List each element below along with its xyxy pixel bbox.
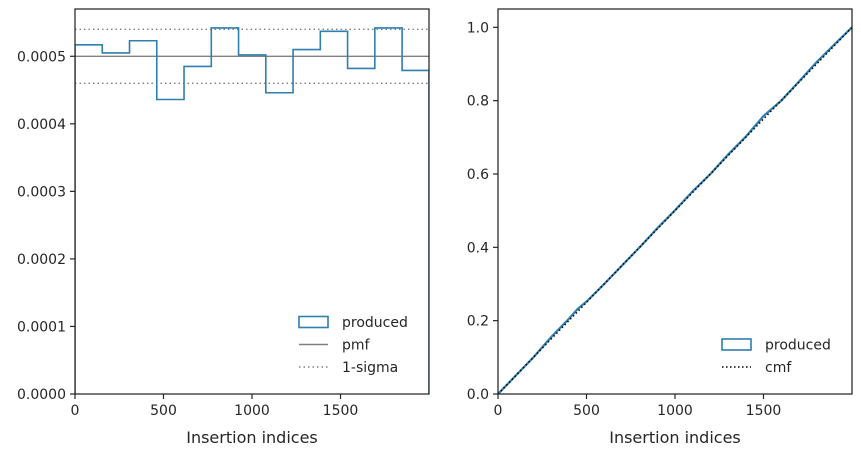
x-tick-label: 0 (494, 403, 503, 419)
legend-label-1-sigma: 1-sigma (342, 360, 398, 376)
y-tick-label: 0.0002 (17, 252, 66, 268)
y-tick-label: 0.0004 (17, 117, 66, 133)
y-tick-label: 0.0005 (17, 49, 66, 65)
y-tick-label: 0.2 (467, 314, 489, 330)
legend-label-pmf: pmf (342, 338, 371, 354)
legend-label-cmf: cmf (765, 360, 792, 376)
x-axis-label: Insertion indices (186, 428, 318, 447)
x-tick-label: 1500 (746, 403, 782, 419)
x-tick-label: 1000 (234, 403, 270, 419)
y-tick-label: 0.0001 (17, 319, 66, 335)
plot-frame (74, 8, 430, 395)
x-tick-label: 1500 (323, 403, 359, 419)
chart-panel-1: 0 500 1000 1500 0.0000 0.0001 0.0002 0.0003 0.00… (17, 8, 430, 447)
y-tick-label: 0.4 (467, 240, 489, 256)
legend: produced cmf (721, 338, 831, 376)
y-tick-label: 1.0 (467, 20, 489, 36)
x-tick-label: 500 (150, 403, 177, 419)
x-tick-label: 1000 (657, 403, 693, 419)
x-tick-label: 500 (573, 403, 600, 419)
y-tick-label: 0.8 (467, 94, 489, 110)
legend-label-produced: produced (765, 338, 831, 354)
legend-label-produced: produced (342, 315, 408, 331)
produced-histogram (75, 27, 429, 394)
plot-area (75, 27, 429, 394)
legend-swatch-produced (721, 338, 752, 351)
y-tick-label: 0.6 (467, 167, 489, 183)
legend-swatch-produced (298, 315, 329, 329)
chart-panel-2: 0 500 1000 1500 0.0 0.2 0.4 0.6 0.8 1.0 Insertion … (467, 8, 853, 447)
x-tick-label: 0 (71, 403, 80, 419)
plot-area (498, 26, 852, 394)
legend: produced pmf 1-sigma (298, 315, 408, 376)
y-tick-label: 0.0 (467, 387, 489, 403)
y-tick-label: 0.0000 (17, 387, 66, 403)
x-axis-label: Insertion indices (609, 428, 741, 447)
cmf-line (498, 26, 852, 394)
y-tick-label: 0.0003 (17, 184, 66, 200)
